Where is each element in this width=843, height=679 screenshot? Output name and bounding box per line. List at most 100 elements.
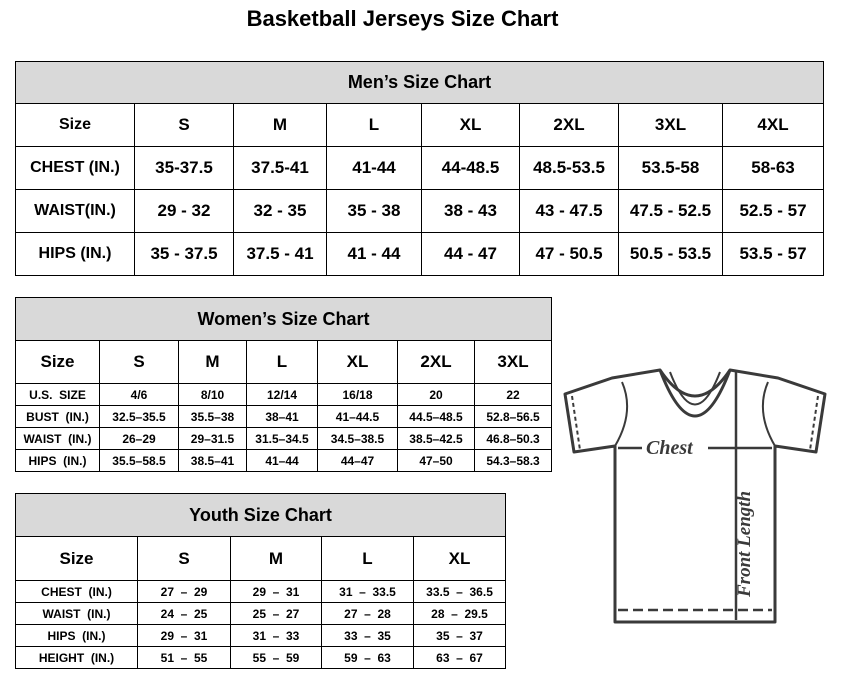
table-row: HIPS (IN.) 29 – 31 31 – 33 33 – 35 35 – 37 bbox=[15, 624, 507, 647]
measurement-cell: 25 – 27 bbox=[230, 602, 322, 625]
measurement-cell: 22 bbox=[473, 383, 553, 406]
measurement-cell: 63 – 67 bbox=[412, 646, 507, 669]
measurement-cell: 32 - 35 bbox=[233, 189, 327, 233]
size-header: S bbox=[99, 340, 179, 384]
measurement-cell: 41-44 bbox=[326, 146, 422, 190]
measurement-cell: 26–29 bbox=[99, 427, 179, 450]
youth-size-table: Youth Size Chart Size S M L XL CHEST (IN.) 27 –… bbox=[14, 493, 507, 669]
front-length-label: Front Length bbox=[734, 491, 755, 598]
shirt-outline-icon bbox=[563, 368, 827, 624]
measurement-cell: 35 - 37.5 bbox=[134, 232, 234, 276]
measurement-cell: 41–44 bbox=[246, 449, 318, 472]
size-header: 2XL bbox=[397, 340, 475, 384]
table-row: HIPS (IN.) 35 - 37.5 37.5 - 41 41 - 44 44 - … bbox=[15, 232, 824, 276]
measurement-cell: 35.5–58.5 bbox=[99, 449, 179, 472]
measurement-cell: 33.5 – 36.5 bbox=[412, 580, 507, 603]
size-header: XL bbox=[412, 536, 507, 581]
measurement-cell: 44 - 47 bbox=[421, 232, 520, 276]
table-row: CHEST (IN.) 35-37.5 37.5-41 41-44 44-48.5 48.… bbox=[15, 146, 824, 190]
measurement-cell: 35 – 37 bbox=[412, 624, 507, 647]
table-row: HIPS (IN.) 35.5–58.5 38.5–41 41–44 44–47 47–5… bbox=[15, 449, 553, 472]
table-row: HEIGHT (IN.) 51 – 55 55 – 59 59 – 63 63 – 67 bbox=[15, 646, 507, 669]
measurement-cell: 37.5 - 41 bbox=[233, 232, 327, 276]
measurement-cell: 32.5–35.5 bbox=[99, 405, 179, 428]
size-header: 3XL bbox=[473, 340, 553, 384]
row-label: HIPS (IN.) bbox=[15, 449, 100, 472]
row-label: BUST (IN.) bbox=[15, 405, 100, 428]
measurement-cell: 35-37.5 bbox=[134, 146, 234, 190]
measurement-cell: 54.3–58.3 bbox=[473, 449, 553, 472]
measurement-cell: 41–44.5 bbox=[317, 405, 398, 428]
measurement-cell: 38.5–42.5 bbox=[397, 427, 475, 450]
womens-size-table: Women’s Size Chart Size S M L XL 2XL 3XL U.S. SI… bbox=[14, 297, 553, 472]
size-header: M bbox=[233, 103, 327, 147]
table-row: CHEST (IN.) 27 – 29 29 – 31 31 – 33.5 33.5 –… bbox=[15, 580, 507, 603]
measurement-cell: 47–50 bbox=[397, 449, 475, 472]
measurement-cell: 29 – 31 bbox=[137, 624, 231, 647]
size-header: L bbox=[321, 536, 414, 581]
youth-caption: Youth Size Chart bbox=[14, 493, 507, 537]
jersey-diagram: Chest Front Length bbox=[563, 368, 827, 624]
measurement-cell: 47 - 50.5 bbox=[519, 232, 619, 276]
row-label: HIPS (IN.) bbox=[15, 624, 138, 647]
measurement-cell: 27 – 28 bbox=[321, 602, 414, 625]
measurement-cell: 31 – 33 bbox=[230, 624, 322, 647]
chest-label: Chest bbox=[646, 437, 694, 459]
measurement-cell: 43 - 47.5 bbox=[519, 189, 619, 233]
size-header: L bbox=[326, 103, 422, 147]
measurement-cell: 52.8–56.5 bbox=[473, 405, 553, 428]
measurement-cell: 29 – 31 bbox=[230, 580, 322, 603]
measurement-cell: 4/6 bbox=[99, 383, 179, 406]
measurement-cell: 31 – 33.5 bbox=[321, 580, 414, 603]
measurement-cell: 34.5–38.5 bbox=[317, 427, 398, 450]
measurement-cell: 52.5 - 57 bbox=[722, 189, 824, 233]
measurement-cell: 47.5 - 52.5 bbox=[618, 189, 723, 233]
measurement-cell: 35 - 38 bbox=[326, 189, 422, 233]
row-label: WAIST (IN.) bbox=[15, 602, 138, 625]
measurement-cell: 53.5-58 bbox=[618, 146, 723, 190]
measurement-cell: 8/10 bbox=[178, 383, 247, 406]
measurement-cell: 48.5-53.5 bbox=[519, 146, 619, 190]
size-label: Size bbox=[15, 103, 135, 147]
measurement-cell: 16/18 bbox=[317, 383, 398, 406]
measurement-cell: 24 – 25 bbox=[137, 602, 231, 625]
men-caption: Men’s Size Chart bbox=[15, 61, 824, 104]
row-label: CHEST (IN.) bbox=[15, 146, 135, 190]
measurement-cell: 41 - 44 bbox=[326, 232, 422, 276]
size-label: Size bbox=[15, 340, 100, 384]
row-label: CHEST (IN.) bbox=[15, 580, 138, 603]
row-label: HEIGHT (IN.) bbox=[15, 646, 138, 669]
row-label: HIPS (IN.) bbox=[15, 232, 135, 276]
size-header: 2XL bbox=[519, 103, 619, 147]
measurement-cell: 35.5–38 bbox=[178, 405, 247, 428]
page-title: Basketball Jerseys Size Chart bbox=[246, 6, 559, 31]
measurement-cell: 31.5–34.5 bbox=[246, 427, 318, 450]
table-row: WAIST(IN.) 29 - 32 32 - 35 35 - 38 38 - 43 43… bbox=[15, 189, 824, 233]
measurement-cell: 20 bbox=[397, 383, 475, 406]
measurement-cell: 38–41 bbox=[246, 405, 318, 428]
row-label: WAIST(IN.) bbox=[15, 189, 135, 233]
size-header: 4XL bbox=[722, 103, 824, 147]
women-caption: Women’s Size Chart bbox=[14, 297, 553, 341]
table-row: WAIST (IN.) 24 – 25 25 – 27 27 – 28 28 – 29.… bbox=[15, 602, 507, 625]
header-row: Size S M L XL 2XL 3XL bbox=[15, 340, 553, 384]
measurement-cell: 53.5 - 57 bbox=[722, 232, 824, 276]
measurement-cell: 29–31.5 bbox=[178, 427, 247, 450]
row-label: WAIST (IN.) bbox=[15, 427, 100, 450]
header-row: Size S M L XL 2XL 3XL 4XL bbox=[15, 103, 824, 147]
measurement-cell: 44–47 bbox=[317, 449, 398, 472]
table-row: U.S. SIZE 4/6 8/10 12/14 16/18 20 22 bbox=[15, 383, 553, 406]
measurement-cell: 38 - 43 bbox=[421, 189, 520, 233]
measurement-cell: 44.5–48.5 bbox=[397, 405, 475, 428]
measurement-cell: 59 – 63 bbox=[321, 646, 414, 669]
size-header: M bbox=[178, 340, 247, 384]
table-row: BUST (IN.) 32.5–35.5 35.5–38 38–41 41–44.5 44… bbox=[15, 405, 553, 428]
measurement-cell: 29 - 32 bbox=[134, 189, 234, 233]
table-row: WAIST (IN.) 26–29 29–31.5 31.5–34.5 34.5–38.… bbox=[15, 427, 553, 450]
size-header: S bbox=[134, 103, 234, 147]
size-header: 3XL bbox=[618, 103, 723, 147]
measurement-cell: 44-48.5 bbox=[421, 146, 520, 190]
size-header: S bbox=[137, 536, 231, 581]
measurement-cell: 38.5–41 bbox=[178, 449, 247, 472]
row-label: U.S. SIZE bbox=[15, 383, 100, 406]
